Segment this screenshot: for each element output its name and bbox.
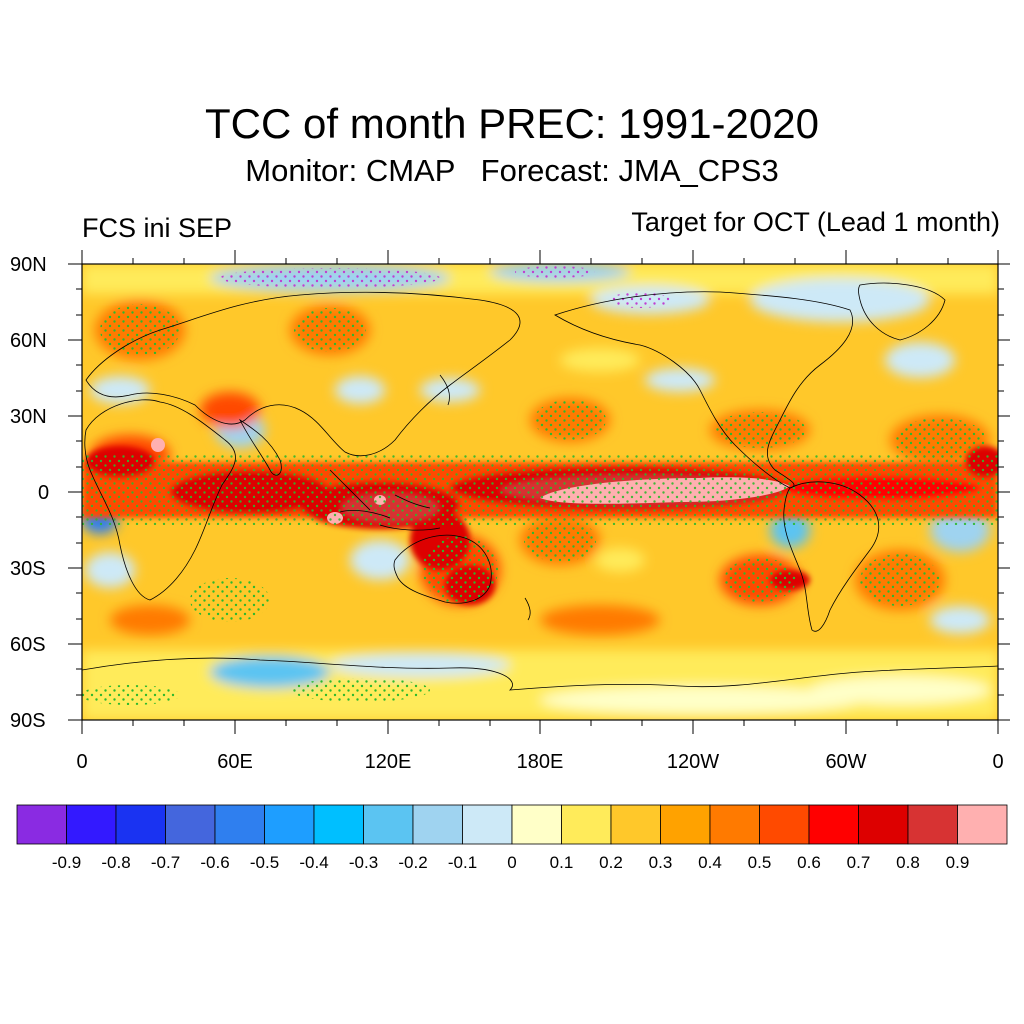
lat-ticks (68, 263, 1010, 721)
colorbar-swatch (214, 804, 265, 845)
colorbar-tick-label: 0.6 (797, 853, 821, 872)
colorbar-tick-label: -0.9 (51, 853, 82, 872)
target-month-label: Target for OCT (Lead 1 month) (631, 207, 1000, 237)
colorbar-swatch (16, 804, 67, 845)
colorbar-swatch (165, 804, 216, 845)
colorbar-swatch (808, 804, 859, 845)
significance-stippling (82, 266, 998, 705)
colorbar-tick-label: 0 (507, 853, 517, 872)
colorbar-swatch (115, 804, 166, 845)
colorbar-swatch (66, 804, 117, 845)
colorbar-swatch (709, 804, 760, 845)
colorbar-tick-label: 0.3 (648, 853, 673, 872)
colorbar-tick-label: 0.5 (747, 853, 772, 872)
colorbar-tick-label: -0.5 (249, 853, 280, 872)
colorbar-tick-label: 0.2 (599, 853, 623, 872)
colorbar-swatch (610, 804, 661, 845)
colorbar-swatch (759, 804, 810, 845)
lat-label-90s: 90S (10, 710, 46, 732)
colorbar-tick-label: -0.6 (200, 853, 230, 872)
colorbar-tick-label: -0.8 (101, 853, 131, 872)
lon-label-60e: 60E (217, 751, 253, 773)
colorbar-swatch (660, 804, 711, 845)
colorbar (16, 804, 1008, 845)
initial-month-label: FCS ini SEP (82, 213, 233, 243)
lat-label-30n: 30N (10, 406, 47, 428)
lat-label-eq: 0 (38, 482, 50, 504)
colorbar-swatch (561, 804, 612, 845)
lat-label-90n: 90N (10, 254, 47, 276)
colorbar-swatch (462, 804, 513, 845)
colorbar-tick-label: 0.7 (846, 853, 871, 872)
colorbar-tick-label: -0.2 (398, 853, 428, 872)
map-title: TCC of month PREC: 1991-2020 (205, 100, 819, 147)
correlation-field (82, 264, 998, 720)
colorbar-tick-label: 0.8 (896, 853, 920, 872)
colorbar-tick-label: -0.4 (299, 853, 329, 872)
lon-ticks (81, 250, 999, 734)
lon-label-180e: 180E (516, 751, 564, 773)
colorbar-tick-label: -0.3 (348, 853, 379, 872)
colorbar-swatch (511, 804, 562, 845)
lon-label-0-right: 0 (992, 751, 1004, 773)
lon-label-0: 0 (76, 751, 88, 773)
map-subtitle: Monitor: CMAP Forecast: JMA_CPS3 (245, 153, 779, 188)
lon-label-60w: 60W (825, 751, 867, 773)
lon-label-120w: 120W (666, 751, 720, 773)
colorbar-swatch (858, 804, 909, 845)
lat-label-60n: 60N (10, 330, 47, 352)
colorbar-swatch (363, 804, 414, 845)
colorbar-swatch (957, 804, 1008, 845)
colorbar-tick-label: 0.9 (945, 853, 970, 872)
colorbar-tick-label: -0.1 (447, 853, 478, 872)
colorbar-tick-label: 0.4 (698, 853, 722, 872)
colorbar-swatch (412, 804, 463, 845)
colorbar-swatch (313, 804, 364, 845)
colorbar-swatch (264, 804, 315, 845)
lat-label-30s: 30S (10, 558, 46, 580)
colorbar-tick-label: -0.7 (150, 853, 181, 872)
colorbar-tick-label: 0.1 (549, 853, 574, 872)
lon-label-120e: 120E (364, 751, 412, 773)
coastlines (82, 282, 998, 691)
lat-label-60s: 60S (10, 634, 46, 656)
colorbar-swatch (907, 804, 958, 845)
